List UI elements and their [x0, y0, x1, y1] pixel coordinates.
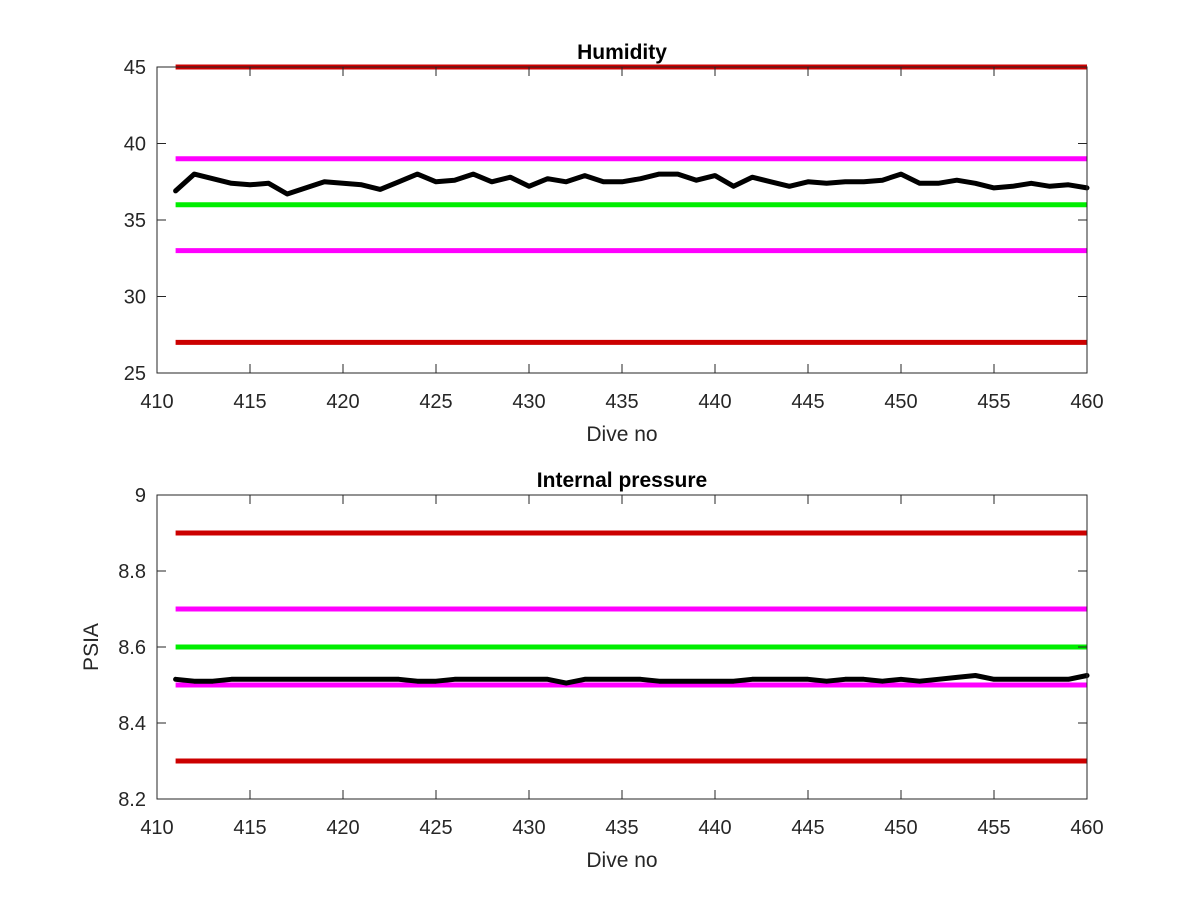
x-tick-label: 430	[512, 817, 545, 839]
humidity-chart: 410 415 420 425 430 435 440 445 450 455 460 25 30 35 4…	[124, 41, 1104, 446]
x-tick-label: 425	[419, 817, 452, 839]
y-tick-label: 8.6	[118, 637, 146, 659]
y-tick-label: 40	[124, 134, 146, 156]
x-tick-label: 455	[977, 391, 1010, 413]
y-tick-label: 45	[124, 57, 146, 79]
x-tick-label: 430	[512, 391, 545, 413]
x-tick-label: 450	[884, 391, 917, 413]
y-tick-label: 8.2	[118, 789, 146, 811]
y-tick-label: 8.8	[118, 561, 146, 583]
internal-pressure-chart: 410 415 420 425 430 435 440 445 450 455 460 8.2 8.4 8…	[80, 469, 1104, 872]
data-series-line	[173, 673, 1090, 686]
x-tick-label: 460	[1070, 391, 1103, 413]
x-axis-label: Dive no	[586, 423, 657, 446]
x-tick-label: 435	[605, 817, 638, 839]
y-tick-label: 8.4	[118, 713, 146, 735]
y-tick-label: 30	[124, 287, 146, 309]
x-tick-label: 455	[977, 817, 1010, 839]
x-axis-label: Dive no	[586, 849, 657, 872]
x-tick-label: 445	[791, 817, 824, 839]
x-tick-label: 415	[233, 817, 266, 839]
x-tick-label: 410	[140, 817, 173, 839]
data-series-line	[173, 171, 1090, 197]
x-tick-label: 410	[140, 391, 173, 413]
y-tick-label: 25	[124, 363, 146, 385]
x-tick-label: 415	[233, 391, 266, 413]
y-tick-label: 35	[124, 210, 146, 232]
chart-title: Humidity	[577, 41, 667, 64]
x-tick-label: 440	[698, 817, 731, 839]
x-tick-label: 450	[884, 817, 917, 839]
x-tick-label: 445	[791, 391, 824, 413]
plot-area	[157, 67, 1087, 373]
x-tick-label: 435	[605, 391, 638, 413]
y-tick-label: 9	[135, 485, 146, 507]
x-tick-label: 420	[326, 817, 359, 839]
chart-title: Internal pressure	[537, 469, 707, 492]
x-tick-label: 440	[698, 391, 731, 413]
x-tick-label: 425	[419, 391, 452, 413]
x-tick-label: 420	[326, 391, 359, 413]
x-tick-label: 460	[1070, 817, 1103, 839]
y-axis-label: PSIA	[80, 623, 103, 671]
